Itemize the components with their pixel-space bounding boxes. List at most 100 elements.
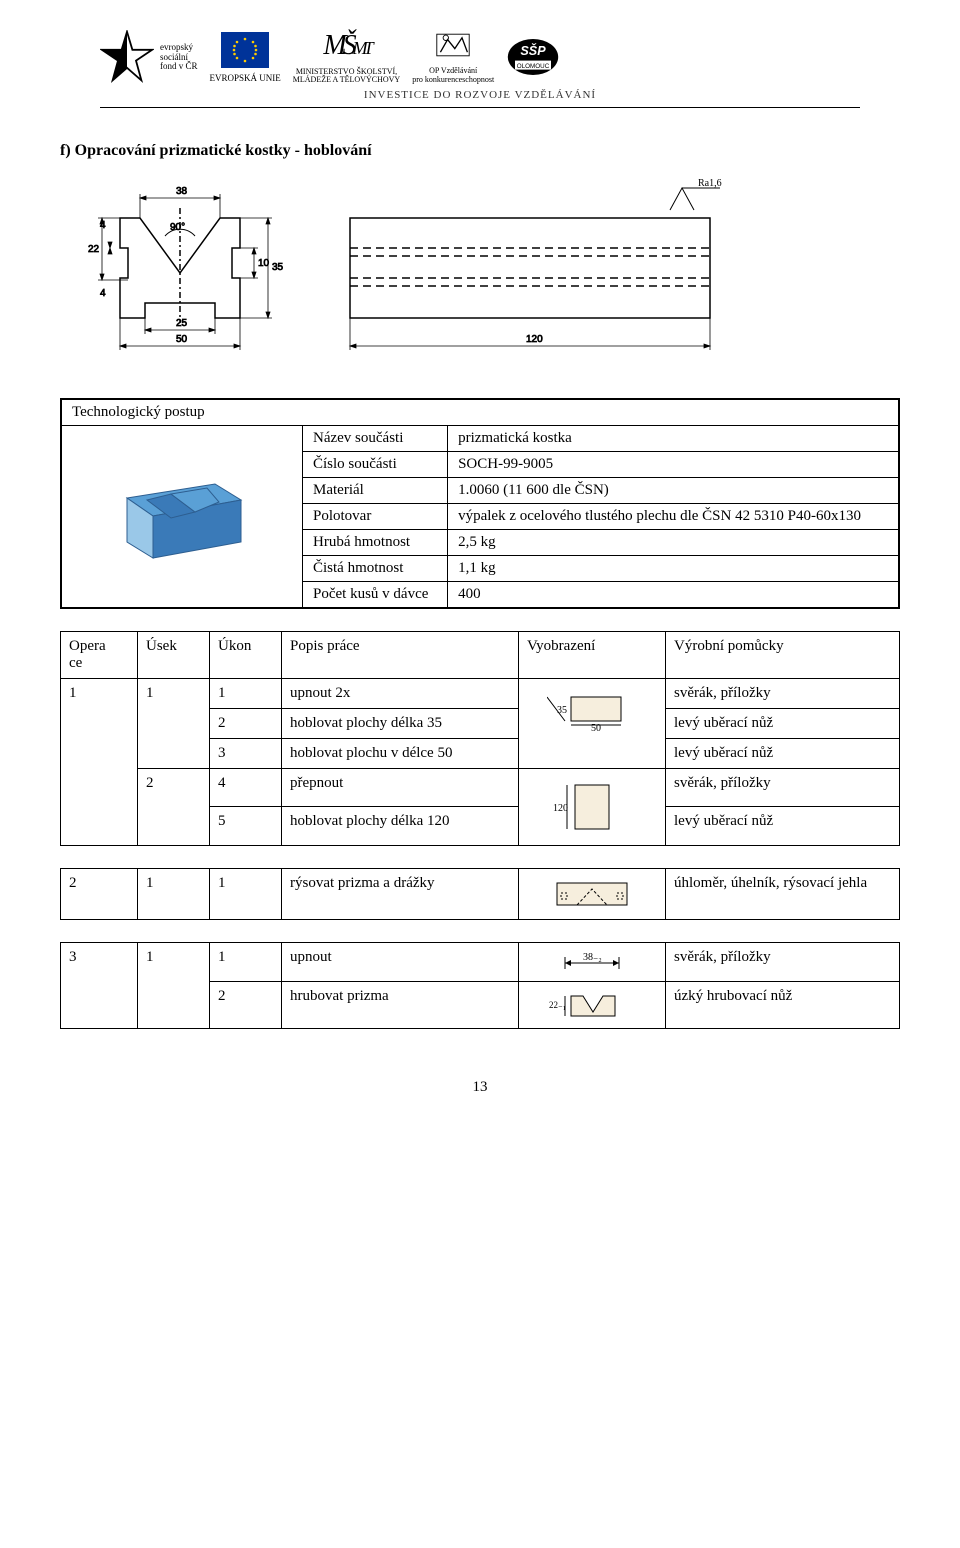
spec-value: SOCH-99-9005 (448, 451, 899, 477)
pom-cell: levý uběrací nůž (666, 807, 900, 846)
vyob-cell: 22₋₁ (519, 981, 666, 1028)
ukon-cell: 1 (210, 678, 282, 708)
ops-header-pomucky: Výrobní pomůcky (666, 631, 900, 678)
invest-tagline: INVESTICE DO ROZVOJE VZDĚLÁVÁNÍ (60, 89, 900, 101)
ops-header-vyobrazeni: Vyobrazení (519, 631, 666, 678)
ssp-logo: SŠP OLOMOUC (506, 37, 560, 77)
opvk-logo: OP Vzdělávání pro konkurenceschopnost (412, 30, 494, 84)
vyob-cell: 120 (519, 768, 666, 845)
icon-plan120: 120 (547, 777, 637, 837)
dim-90: 90° (170, 222, 185, 233)
popis-cell: hoblovat plochy délka 120 (282, 807, 519, 846)
spec-label: Polotovar (303, 503, 448, 529)
opvk-line: OP Vzdělávání (412, 66, 494, 75)
dim-4-top: 4 (100, 220, 106, 231)
eu-label: EVROPSKÁ UNIE (210, 74, 281, 83)
svg-text:22₋₁: 22₋₁ (549, 1000, 566, 1010)
op-cell: 3 (61, 942, 138, 1028)
dim-22: 22 (88, 244, 100, 255)
ops-header-ukon: Úkon (210, 631, 282, 678)
esf-text: evropský sociální fond v ČR (160, 43, 198, 71)
dim-120: 120 (526, 334, 543, 345)
popis-cell: hoblovat plochy délka 35 (282, 708, 519, 738)
operations-table: Opera ce Úsek Úkon Popis práce Vyobrazen… (60, 631, 900, 846)
esf-star-icon (100, 30, 154, 84)
ukon-cell: 3 (210, 738, 282, 768)
dim-38: 38 (176, 186, 188, 197)
spec-thumbnail-cell (62, 425, 303, 607)
section-title: f) Opracování prizmatické kostky - hoblo… (60, 142, 900, 160)
spec-label: Název součásti (303, 425, 448, 451)
roughness-label: Ra1,6 (698, 178, 722, 189)
page-number: 13 (60, 1079, 900, 1096)
icon-prizma (547, 877, 637, 911)
ukon-cell: 1 (210, 942, 282, 981)
popis-cell: hrubovat prizma (282, 981, 519, 1028)
vyob-cell: 38₋₂ (519, 942, 666, 981)
popis-cell: upnout 2x (282, 678, 519, 708)
spec-heading: Technologický postup (62, 399, 899, 425)
eu-flag-icon (221, 32, 269, 68)
page-root: evropský sociální fond v ČR (0, 0, 960, 1116)
icon-plan35: 35 50 (547, 687, 637, 733)
pom-cell: levý uběrací nůž (666, 708, 900, 738)
popis-cell: upnout (282, 942, 519, 981)
ops-header-popis: Popis práce (282, 631, 519, 678)
dim-35: 35 (272, 262, 284, 273)
svg-text:38₋₂: 38₋₂ (583, 952, 602, 963)
msmt-icon: MŠMT (323, 30, 369, 62)
svg-text:OLOMOUC: OLOMOUC (517, 63, 550, 70)
esf-line: fond v ČR (160, 62, 198, 71)
opvk-icon (435, 30, 471, 60)
usek-cell: 2 (138, 768, 210, 845)
operations-table-3: 3 1 1 upnout 38₋₂ svěrák, příložky 2 hru… (60, 942, 900, 1029)
header-rule (100, 107, 860, 108)
operations-table-2: 2 1 1 rýsovat prizma a drážky úhloměr, ú… (60, 868, 900, 920)
pom-cell: svěrák, příložky (666, 768, 900, 807)
technical-drawings: 38 90° 50 25 35 (70, 178, 900, 368)
spec-value: 1.0060 (11 600 dle ČSN) (448, 477, 899, 503)
ops-header-usek: Úsek (138, 631, 210, 678)
vyob-cell (519, 868, 666, 919)
opvk-line: pro konkurenceschopnost (412, 75, 494, 84)
opvk-text: OP Vzdělávání pro konkurenceschopnost (412, 66, 494, 84)
spec-label: Hrubá hmotnost (303, 529, 448, 555)
header-logos: evropský sociální fond v ČR (60, 30, 900, 85)
ukon-cell: 1 (210, 868, 282, 919)
icon-dim38: 38₋₂ (547, 951, 637, 973)
pom-cell: levý uběrací nůž (666, 738, 900, 768)
pom-cell: úzký hrubovací nůž (666, 981, 900, 1028)
svg-text:SŠP: SŠP (521, 44, 547, 59)
spec-label: Čistá hmotnost (303, 555, 448, 581)
pom-cell: úhloměr, úhelník, rýsovací jehla (666, 868, 900, 919)
ukon-cell: 2 (210, 981, 282, 1028)
pom-cell: svěrák, příložky (666, 942, 900, 981)
dim-25: 25 (176, 318, 188, 329)
eu-logo: EVROPSKÁ UNIE (210, 32, 281, 83)
spec-table: Technologický postup Název součásti priz… (61, 399, 899, 608)
dim-4-bottom: 4 (100, 288, 106, 299)
spec-table-wrapper: Technologický postup Název součásti priz… (60, 398, 900, 609)
vyob-cell: 35 50 (519, 678, 666, 768)
ukon-cell: 2 (210, 708, 282, 738)
svg-text:120: 120 (553, 803, 568, 814)
msmt-text: MINISTERSTVO ŠKOLSTVÍ, MLÁDEŽE A TĚLOVÝC… (293, 68, 400, 85)
ukon-cell: 4 (210, 768, 282, 807)
ssp-icon: SŠP OLOMOUC (506, 37, 560, 77)
popis-cell: hoblovat plochu v délce 50 (282, 738, 519, 768)
ukon-cell: 5 (210, 807, 282, 846)
spec-value: 1,1 kg (448, 555, 899, 581)
msmt-line: MLÁDEŽE A TĚLOVÝCHOVY (293, 76, 400, 84)
drawing-front: 38 90° 50 25 35 (70, 178, 290, 368)
spec-thumbnail (107, 454, 257, 574)
usek-cell: 1 (138, 942, 210, 1028)
spec-value: prizmatická kostka (448, 425, 899, 451)
spec-label: Číslo součásti (303, 451, 448, 477)
spec-value: 2,5 kg (448, 529, 899, 555)
popis-cell: rýsovat prizma a drážky (282, 868, 519, 919)
spec-label: Materiál (303, 477, 448, 503)
svg-text:35: 35 (557, 705, 567, 716)
spec-value: výpalek z ocelového tlustého plechu dle … (448, 503, 899, 529)
usek-cell: 1 (138, 868, 210, 919)
spec-value: 400 (448, 581, 899, 607)
